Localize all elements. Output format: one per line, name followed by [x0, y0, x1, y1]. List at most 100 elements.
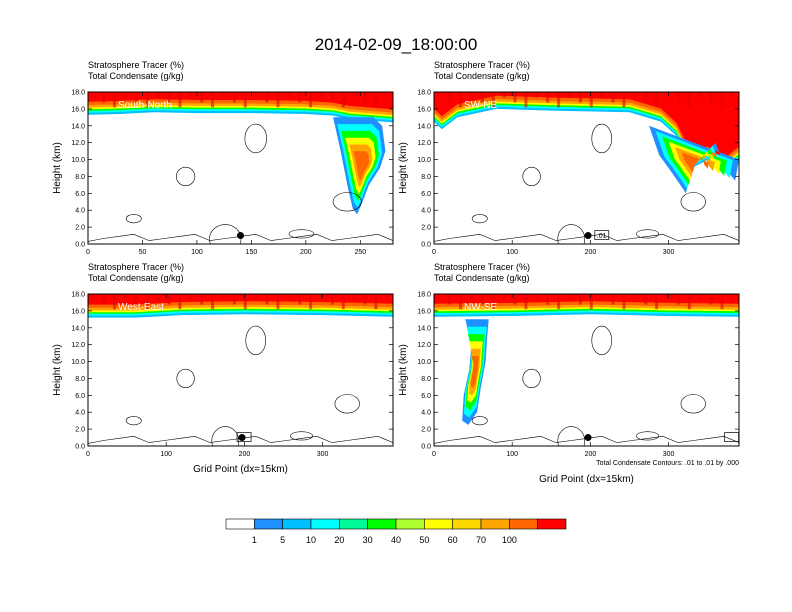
panel-sw-ne: Stratosphere Tracer (%)Total Condensate … — [398, 60, 740, 256]
y-tick-label: 14.0 — [417, 325, 431, 332]
tracer-streak — [102, 294, 106, 305]
tracer-band-6 — [434, 294, 739, 304]
colorbar-swatch-1 — [254, 518, 283, 530]
tracer-streak — [113, 294, 117, 310]
y-axis-label: Height (km) — [398, 142, 409, 194]
tracer-streak — [644, 294, 648, 305]
tracer-streak — [469, 294, 473, 300]
tracer-streak — [524, 294, 528, 310]
tracer-streak — [698, 92, 702, 98]
x-tick-label: 300 — [317, 451, 329, 458]
x-tick-label: 250 — [354, 249, 366, 256]
tracer-streak — [167, 294, 171, 305]
tracer-streak — [254, 294, 258, 300]
condensate-contour — [125, 214, 142, 224]
location-marker — [237, 232, 244, 240]
condensate-contour — [176, 166, 196, 187]
y-tick-label: 16.0 — [417, 106, 431, 113]
y-tick-label: 12.0 — [71, 140, 85, 147]
plot-frame — [433, 91, 740, 245]
intrusion-0-level-5 — [470, 356, 479, 388]
condensate-contour — [557, 224, 586, 244]
y-tick-label: 16.0 — [71, 308, 85, 315]
condensate-contour — [557, 426, 586, 446]
x-tick-label: 0 — [86, 451, 90, 458]
y-tick-label: 8.0 — [75, 174, 85, 181]
tracer-streak — [123, 294, 127, 300]
colorbar-label: 50 — [419, 535, 429, 545]
condensate-contour — [680, 394, 706, 414]
panel-subtitle-condensate: Total Condensate (g/kg) — [88, 273, 184, 283]
tracer-streak — [320, 92, 324, 98]
condensate-contour — [244, 123, 267, 154]
tracer-streak — [167, 92, 171, 103]
condensate-contour — [288, 229, 315, 239]
tracer-streak — [480, 92, 484, 103]
plot-frame — [87, 293, 394, 447]
plot-frame — [433, 293, 740, 447]
tracer-streak — [113, 92, 117, 108]
tracer-streak — [644, 92, 648, 103]
colorbar-label: 40 — [391, 535, 401, 545]
tracer-streak — [134, 92, 138, 103]
y-tick-label: 2.0 — [75, 225, 85, 232]
tracer-streak — [91, 294, 95, 300]
x-tick-label: 200 — [585, 249, 597, 256]
tracer-streak — [287, 92, 291, 98]
tracer-streak — [385, 294, 389, 300]
condensate-contour — [591, 123, 613, 154]
tracer-streak — [557, 294, 561, 310]
condensate-contour — [176, 368, 195, 389]
tracer-streak — [178, 92, 182, 108]
y-tick-label: 8.0 — [75, 376, 85, 383]
tracer-streak — [720, 92, 724, 108]
panel-subtitle-condensate: Total Condensate (g/kg) — [434, 273, 530, 283]
colorbar-swatch-0 — [225, 518, 255, 530]
y-axis-label: Height (km) — [52, 344, 63, 396]
tracer-streak — [265, 92, 269, 103]
y-tick-label: 12.0 — [417, 140, 431, 147]
tracer-streak — [491, 294, 495, 310]
panels-group: Stratosphere Tracer (%)Total Condensate … — [52, 60, 740, 485]
y-tick-label: 14.0 — [71, 123, 85, 130]
panel-south-north: Stratosphere Tracer (%)Total Condensate … — [52, 60, 394, 256]
tracer-streak — [600, 92, 604, 98]
panel-west-east: Stratosphere Tracer (%)Total Condensate … — [52, 262, 394, 475]
panel-subtitle-tracer: Stratosphere Tracer (%) — [88, 262, 184, 272]
y-tick-label: 10.0 — [71, 359, 85, 366]
x-tick-label: 200 — [239, 451, 251, 458]
y-tick-label: 10.0 — [417, 359, 431, 366]
tracer-streak — [341, 92, 345, 108]
y-tick-label: 18.0 — [71, 292, 85, 299]
tracer-streak — [480, 294, 484, 305]
tracer-streak — [211, 92, 215, 108]
x-tick-label: 100 — [506, 249, 518, 256]
y-tick-label: 6.0 — [75, 393, 85, 400]
tracer-streak — [189, 294, 193, 300]
contour-label-text: .01 — [597, 233, 607, 240]
panel-label: SW-NE — [464, 100, 497, 111]
tracer-streak — [600, 294, 604, 300]
panel-subtitle-condensate: Total Condensate (g/kg) — [434, 71, 530, 81]
colorbar-label: 20 — [334, 535, 344, 545]
panel-label: South-North — [118, 100, 172, 111]
y-tick-label: 4.0 — [421, 208, 431, 215]
tracer-streak — [330, 294, 334, 305]
x-tick-label: 0 — [432, 451, 436, 458]
tracer-streak — [276, 294, 280, 310]
y-tick-label: 6.0 — [421, 191, 431, 198]
tracer-streak — [655, 294, 659, 310]
tracer-streak — [709, 92, 713, 103]
plot-area — [434, 92, 739, 244]
y-tick-label: 12.0 — [71, 342, 85, 349]
tracer-streak — [698, 294, 702, 300]
tracer-streak — [687, 92, 691, 108]
condensate-contour — [211, 426, 240, 446]
tracer-streak — [200, 92, 204, 103]
tracer-streak — [298, 92, 302, 103]
condensate-contour — [522, 166, 541, 187]
tracer-streak — [178, 294, 182, 310]
panel-nw-se: Stratosphere Tracer (%)Total Condensate … — [398, 262, 740, 485]
y-tick-label: 18.0 — [417, 90, 431, 97]
